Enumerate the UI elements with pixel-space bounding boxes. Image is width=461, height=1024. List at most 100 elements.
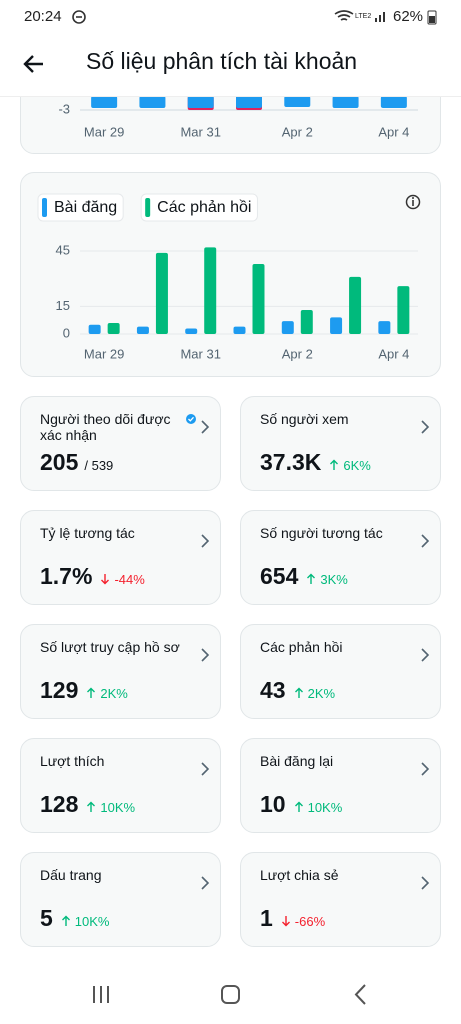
x-tick-label: Apr 2 [282, 124, 313, 139]
legend-chip [37, 193, 124, 222]
legend-chip [140, 193, 258, 222]
change-text: 10K% [74, 914, 110, 929]
chevron [421, 876, 430, 890]
battery-icon [427, 10, 437, 25]
card-value: 43 [260, 677, 286, 703]
card-change: 10K% [86, 800, 135, 815]
card-value: 10 [260, 791, 286, 817]
change-text: 2K% [307, 686, 336, 701]
chevron [201, 876, 210, 890]
card-label: Tỷ lệ tương tác [40, 525, 135, 541]
chevron [421, 762, 430, 776]
card-value-row: 10 10K% [260, 791, 342, 818]
stat-card[interactable]: Người theo dõi được xác nhận 205 / 539 [20, 396, 221, 491]
card-change: 10K% [294, 800, 342, 815]
bar [187, 96, 214, 108]
card-value-row: 205 / 539 [40, 449, 113, 476]
status-bar: 20:24 LTE2 62% [0, 0, 461, 34]
chevron [201, 534, 210, 548]
trend-arrow [61, 915, 70, 926]
bar [284, 96, 311, 107]
x-tick-label: Mar 29 [84, 124, 124, 139]
signal-icon [375, 12, 385, 22]
bar [136, 326, 149, 334]
bar [88, 324, 101, 334]
chart: 0 15 45 Mar 29 Mar 31 Apr 2 Apr 4 Bài đăng Các p… [37, 193, 418, 361]
change-text: -66% [294, 914, 326, 929]
info-icon[interactable] [405, 194, 421, 210]
card-value: 37.3K [260, 449, 322, 475]
trend-arrow [330, 459, 339, 470]
change-text: -44% [114, 572, 145, 587]
chevron [421, 534, 430, 548]
card-value: 129 [40, 677, 79, 703]
card-value: 1.7% [40, 563, 93, 589]
card-label: Số người xem [260, 411, 349, 427]
legend-label: Bài đăng [54, 199, 117, 216]
card-change: 6K% [329, 458, 371, 473]
stat-card[interactable]: Tỷ lệ tương tác 1.7% -44% [20, 510, 221, 605]
legend-swatch [42, 198, 47, 217]
stat-card[interactable]: Số người tương tác 654 3K% [240, 510, 441, 605]
card-value: 1 [260, 905, 273, 931]
dnd-icon [72, 10, 86, 24]
stat-card[interactable]: Lượt thích 128 10K% [20, 738, 221, 833]
chevron [201, 648, 210, 662]
card-value-row: 654 3K% [260, 563, 348, 590]
card-label: Lượt thích [40, 753, 105, 769]
card-value: 654 [260, 563, 299, 589]
card-value-row: 1.7% -44% [40, 563, 145, 590]
x-tick-label: Mar 31 [180, 346, 220, 361]
y-tick-label: 15 [56, 298, 70, 313]
battery-text: 62% [393, 8, 424, 25]
card-total: / 539 [84, 458, 114, 473]
trend-arrow [101, 574, 110, 585]
bar [91, 96, 118, 108]
chevron [201, 420, 210, 434]
card-label: Số lượt truy cập hồ sơ [40, 639, 180, 655]
y-tick-label: 45 [56, 242, 70, 257]
bar [281, 321, 294, 334]
stat-card[interactable]: Bài đăng lại 10 10K% [240, 738, 441, 833]
card-change: 3K% [306, 572, 348, 587]
card-value-row: 128 10K% [40, 791, 135, 818]
card-change: -66% [281, 914, 325, 929]
card-label: Lượt chia sẻ [260, 867, 339, 883]
home-button[interactable] [221, 985, 240, 1004]
stat-card[interactable]: Các phản hồi 43 2K% [240, 624, 441, 719]
card-label: Người theo dõi được xác nhận [40, 411, 196, 443]
card-change: -44% [100, 572, 145, 587]
stat-card[interactable]: Số người xem 37.3K 6K% [240, 396, 441, 491]
bar [204, 247, 217, 334]
card-value-row: 43 2K% [260, 677, 335, 704]
back-button[interactable] [22, 52, 46, 76]
time: 20:24 [24, 8, 62, 25]
stat-card[interactable]: Lượt chia sẻ 1 -66% [240, 852, 441, 947]
recents-button[interactable] [93, 986, 109, 1003]
legend-swatch [145, 198, 151, 217]
bar [139, 96, 166, 108]
nav-bar [93, 984, 366, 1005]
charts: -3 Mar 29 Mar 31 Apr 2 Apr 4 0 15 45 Mar 29 Mar … [37, 96, 421, 361]
bar [332, 96, 359, 108]
x-tick-label: Apr 2 [282, 346, 313, 361]
bar [380, 96, 407, 108]
back-nav-button[interactable] [354, 984, 366, 1005]
card-label: Các phản hồi [260, 639, 343, 655]
app-header: Số liệu phân tích tài khoản [0, 34, 461, 97]
card-value: 5 [40, 905, 53, 931]
x-tick-label: Apr 4 [378, 124, 409, 139]
wifi-icon [334, 10, 354, 21]
stat-card[interactable]: Số lượt truy cập hồ sơ 129 2K% [20, 624, 221, 719]
network: LTE2 [355, 13, 372, 20]
card-change: 2K% [294, 686, 335, 701]
trend-arrow [294, 801, 303, 812]
stat-card[interactable]: Dấu trang 5 10K% [20, 852, 221, 947]
card-value: 128 [40, 791, 79, 817]
bar [236, 96, 262, 108]
trend-arrow [87, 687, 96, 698]
x-tick-label: Mar 31 [180, 124, 220, 139]
change-text: 6K% [343, 458, 371, 473]
bar [330, 317, 343, 334]
